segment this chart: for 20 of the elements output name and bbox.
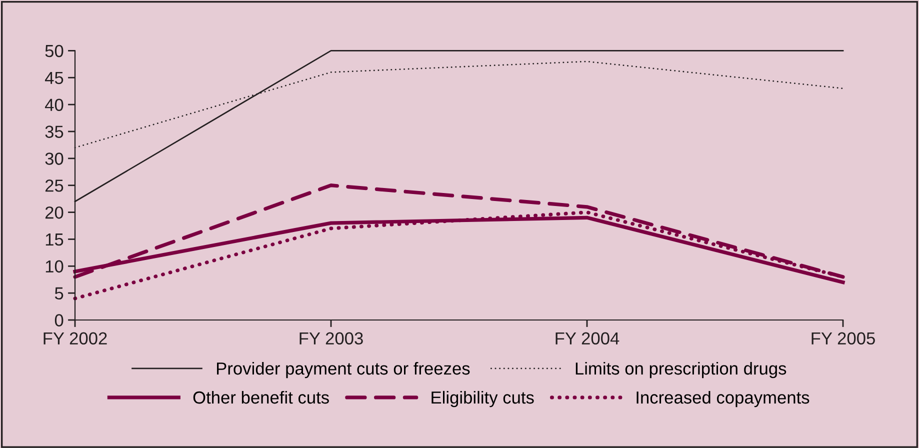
legend-label: Provider payment cuts or freezes: [217, 362, 470, 378]
y-tick-label: 5: [54, 287, 64, 300]
y-tick-label: 25: [45, 180, 64, 192]
y-tick-label: 40: [44, 98, 64, 112]
y-tick-label: 50: [45, 44, 64, 58]
y-tick-label: 10: [46, 260, 64, 273]
y-tick-label: 15: [46, 234, 64, 246]
legend-label: Limits on prescription drugs: [576, 362, 786, 378]
x-tick-label: FY 2004: [556, 332, 620, 345]
legend-label: Increased copayments: [636, 390, 810, 408]
x-tick-label: FY 2002: [44, 332, 107, 345]
legend-label: Eligibility cuts: [432, 390, 534, 408]
y-tick-label: 20: [45, 206, 64, 219]
y-tick-label: 30: [45, 152, 64, 165]
y-tick-label: 35: [45, 126, 64, 138]
legend-label: Other benefit cuts: [193, 390, 329, 404]
y-tick-label: 45: [44, 72, 64, 84]
y-tick-label: 0: [54, 314, 64, 326]
x-tick-label: FY 2003: [300, 332, 363, 345]
x-tick-label: FY 2005: [812, 332, 875, 345]
